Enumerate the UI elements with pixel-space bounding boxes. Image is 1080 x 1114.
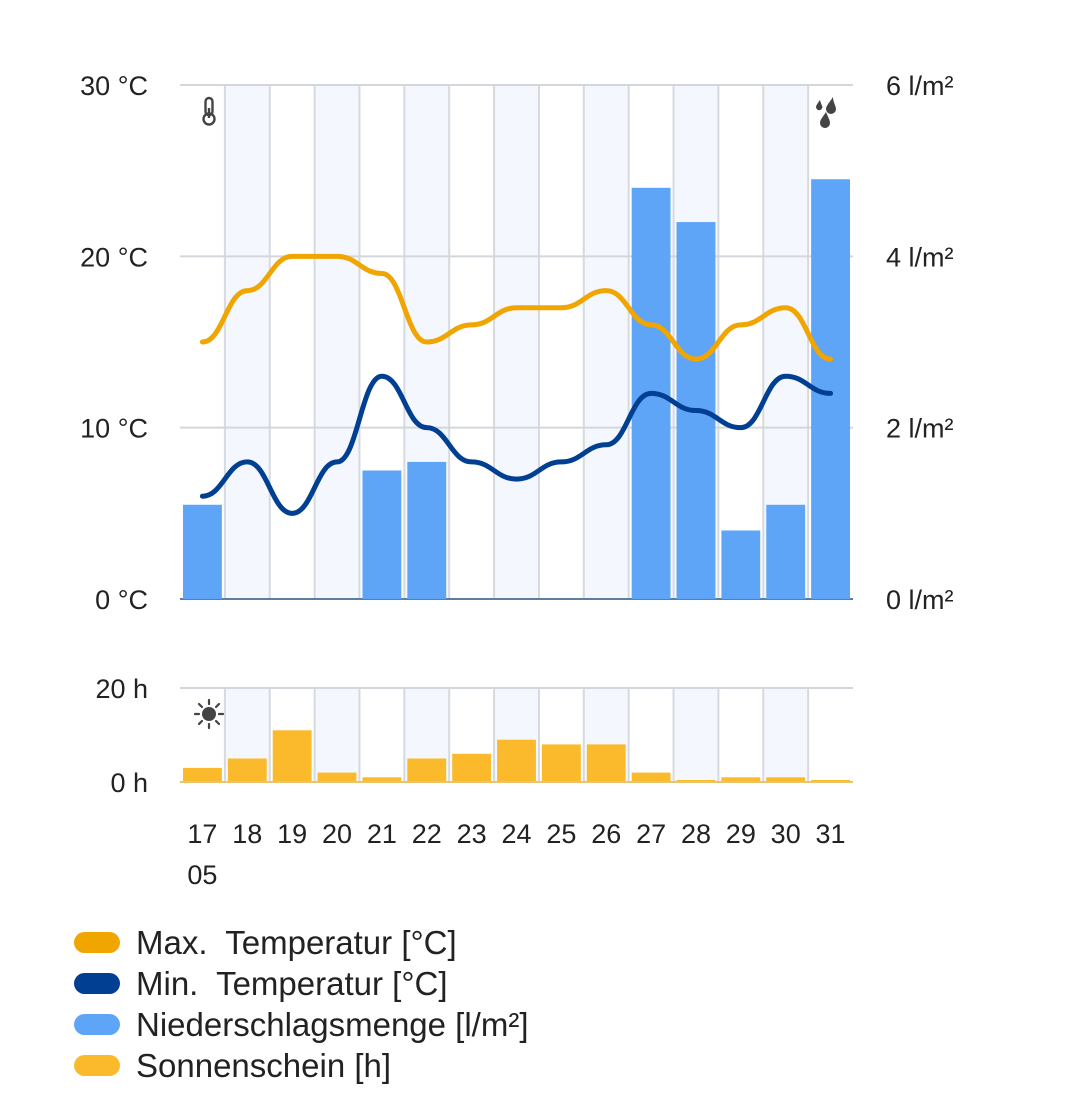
precipitation-bar <box>362 470 402 599</box>
precipitation-bar <box>183 504 222 599</box>
x-tick-label: 23 <box>457 819 487 849</box>
temperature-tick-label: 30 °C <box>80 71 148 101</box>
x-tick-label: 17 <box>187 819 217 849</box>
column-band <box>314 688 360 782</box>
sunshine-bar <box>721 777 761 782</box>
max-temperature-line <box>199 253 834 362</box>
sunshine-tick-label: 0 h <box>110 768 148 798</box>
sunshine-bar <box>407 758 447 782</box>
x-tick-label: 18 <box>232 819 262 849</box>
sunshine-bar <box>766 777 806 782</box>
legend-label-sunshine: Sonnenschein [h] <box>136 1046 392 1084</box>
legend-swatch-precipitation <box>74 1014 120 1035</box>
legend-swatch-max-temp <box>74 932 120 953</box>
column-band <box>763 688 809 782</box>
x-tick-label: 19 <box>277 819 307 849</box>
sunshine-bar <box>452 753 492 782</box>
column-band <box>314 85 360 599</box>
legend-swatch-sunshine <box>74 1055 120 1076</box>
x-tick-label: 31 <box>816 819 846 849</box>
temperature-tick-label: 0 °C <box>95 585 148 615</box>
x-tick-label: 21 <box>367 819 397 849</box>
sunshine-bar <box>227 758 267 782</box>
x-tick-label: 27 <box>636 819 666 849</box>
column-band <box>583 85 629 599</box>
legend-label-precipitation: Niederschlagsmenge [l/m²] <box>136 1005 529 1043</box>
sunshine-bar <box>631 772 671 782</box>
sunshine-bar <box>497 739 536 782</box>
legend: Max. Temperatur [°C] Min. Temperatur [°C… <box>74 922 529 1086</box>
legend-item-precipitation: Niederschlagsmenge [l/m²] <box>74 1004 529 1045</box>
x-tick-label: 26 <box>591 819 621 849</box>
month-label: 05 <box>187 860 217 890</box>
precipitation-bar <box>721 530 761 599</box>
x-tick-label: 29 <box>726 819 756 849</box>
sunshine-bar <box>362 777 402 782</box>
sunshine-bar <box>317 772 357 782</box>
precipitation-tick-label: 2 l/m² <box>886 414 954 444</box>
legend-item-min-temp: Min. Temperatur [°C] <box>74 963 529 1004</box>
column-band <box>673 688 719 782</box>
temperature-tick-label: 20 °C <box>80 242 148 272</box>
sun-icon <box>193 698 225 730</box>
thermometer-icon <box>202 96 216 126</box>
precipitation-tick-label: 6 l/m² <box>886 71 954 101</box>
x-tick-label: 28 <box>681 819 711 849</box>
precipitation-bar <box>766 504 806 599</box>
sunshine-bar <box>586 744 626 782</box>
legend-item-sunshine: Sonnenschein [h] <box>74 1045 529 1086</box>
min-temperature-line <box>199 373 834 516</box>
sunshine-bar <box>272 730 312 782</box>
legend-label-max-temp: Max. Temperatur [°C] <box>136 923 457 961</box>
sunshine-bar <box>183 767 222 782</box>
legend-label-min-temp: Min. Temperatur [°C] <box>136 964 448 1002</box>
precipitation-tick-label: 0 l/m² <box>886 585 954 615</box>
legend-item-max-temp: Max. Temperatur [°C] <box>74 922 529 963</box>
sunshine-tick-label: 20 h <box>95 674 148 704</box>
temperature-tick-label: 10 °C <box>80 414 148 444</box>
column-band <box>494 85 539 599</box>
x-tick-label: 30 <box>771 819 801 849</box>
x-tick-label: 25 <box>546 819 576 849</box>
legend-swatch-min-temp <box>74 973 120 994</box>
x-tick-label: 22 <box>412 819 442 849</box>
precipitation-tick-label: 4 l/m² <box>886 242 954 272</box>
precipitation-bar <box>407 461 447 599</box>
x-tick-label: 20 <box>322 819 352 849</box>
raindrops-icon <box>816 97 836 128</box>
column-band <box>224 85 270 599</box>
sunshine-bar <box>541 744 581 782</box>
x-tick-label: 24 <box>501 819 531 849</box>
